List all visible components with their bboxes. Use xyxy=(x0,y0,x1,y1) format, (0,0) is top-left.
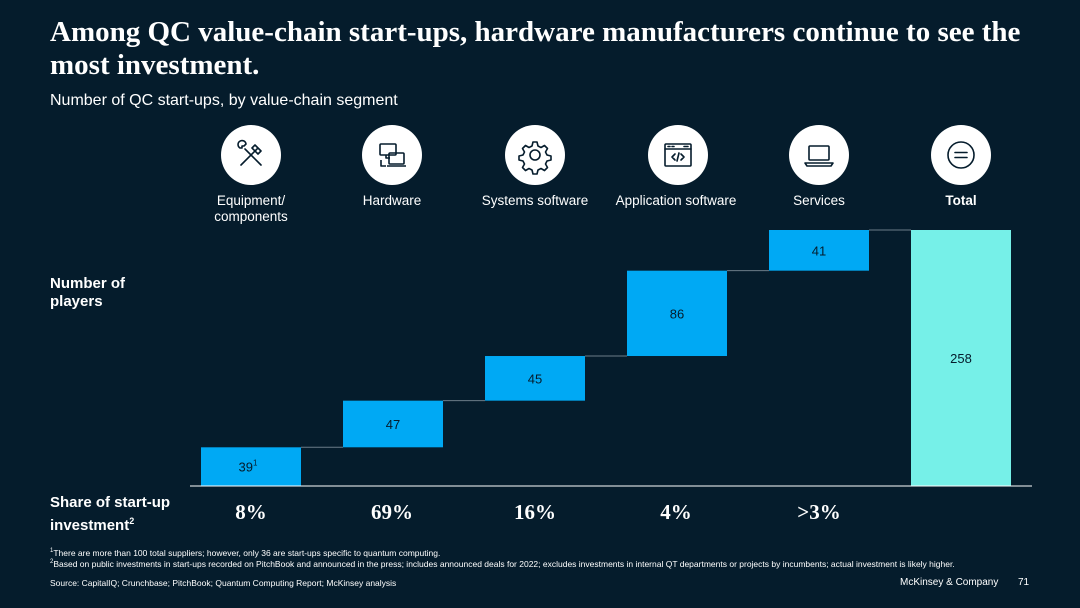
footnote-2-marker: 2 xyxy=(50,559,54,565)
code-window-icon xyxy=(648,125,708,185)
bar-label-2: 45 xyxy=(528,371,542,386)
investment-row-label: Share of start-up investment2 xyxy=(50,494,175,535)
tools-icon xyxy=(221,125,281,185)
segment-label-hardware: Hardware xyxy=(362,193,422,208)
page-title: Among QC value-chain start-ups, hardware… xyxy=(50,16,1021,81)
share-hardware: 69% xyxy=(371,500,413,524)
footnote-2: 2Based on public investments in start-up… xyxy=(50,557,955,569)
footnote-1-marker: 1 xyxy=(50,548,54,554)
footnote-2-text: Based on public investments in start-ups… xyxy=(53,558,955,569)
segment-label-total: Total xyxy=(945,193,977,208)
bar-label-3: 86 xyxy=(670,306,684,321)
bar-segment-1 xyxy=(343,400,443,448)
bar-label-5: 258 xyxy=(950,351,972,366)
bar-segment-3 xyxy=(627,270,727,357)
share-services: >3% xyxy=(797,500,841,524)
segment-label-services: Services xyxy=(793,193,845,208)
laptop-icon xyxy=(789,125,849,185)
bar-total xyxy=(911,230,1011,486)
bar-segment-4 xyxy=(769,230,869,271)
bar-label-4: 41 xyxy=(812,243,826,258)
players-row-label: Number of players xyxy=(50,275,125,310)
hardware-icon xyxy=(362,125,422,185)
bar-label-1: 47 xyxy=(386,417,400,432)
footnote-1: 1There are more than 100 total suppliers… xyxy=(50,546,440,558)
page-number: 71 xyxy=(1018,577,1030,588)
share-application-software: 4% xyxy=(660,500,692,524)
segment-label-systems-software: Systems software xyxy=(481,193,589,208)
bar-segment-0 xyxy=(201,447,301,486)
equals-icon xyxy=(931,125,991,185)
share-systems-software: 16% xyxy=(514,500,556,524)
footnote-1-text: There are more than 100 total suppliers;… xyxy=(53,547,441,558)
segment-label-application-software: Application software xyxy=(615,193,737,208)
brand-name: McKinsey & Company xyxy=(900,577,999,588)
share-equipment: 8% xyxy=(235,500,267,524)
source-note: Source: CapitalIQ; Crunchbase; PitchBook… xyxy=(50,578,397,588)
chart-subtitle: Number of QC start-ups, by value-chain s… xyxy=(50,92,398,109)
segment-label-equipment: Equipment/ components xyxy=(214,193,288,224)
investment-row-label-text: Share of start-up investment xyxy=(50,494,171,534)
bar-segment-2 xyxy=(485,356,585,401)
investment-row-label-sup: 2 xyxy=(129,516,135,526)
gear-icon xyxy=(505,125,565,185)
